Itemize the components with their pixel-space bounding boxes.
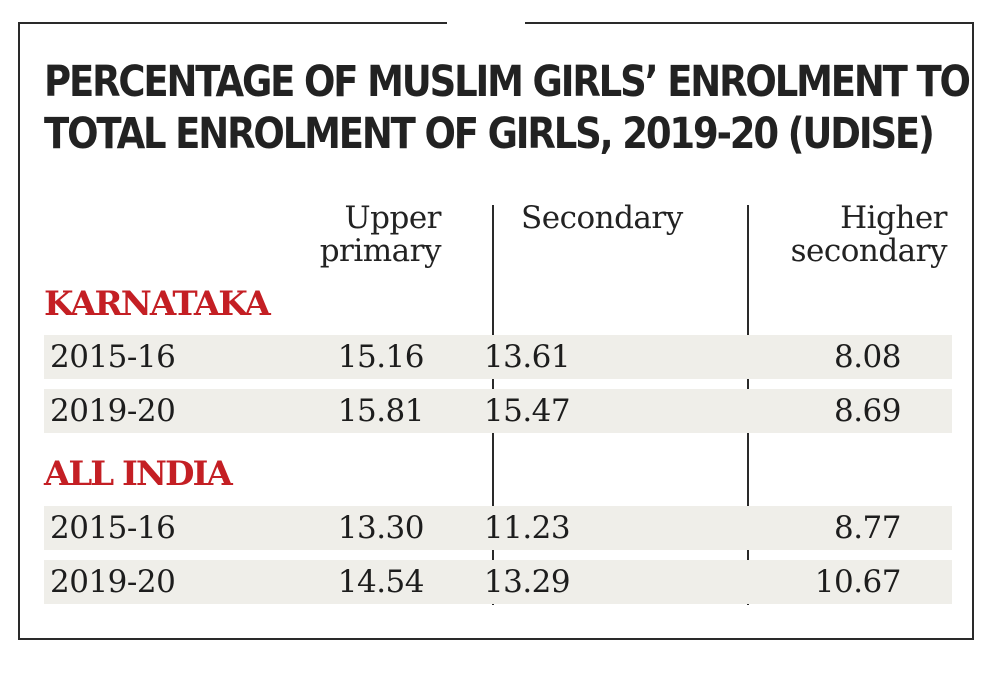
- group-label-all-india: ALL INDIA: [44, 454, 233, 494]
- row-year: 2015-16: [50, 339, 176, 375]
- column-header-line: Secondary: [521, 200, 683, 236]
- value-upper-primary: 13.30: [337, 510, 425, 546]
- column-header-upper-primary: Upper primary: [319, 200, 442, 269]
- column-header-line: Upper: [344, 200, 442, 236]
- frame-gap: [447, 16, 525, 28]
- column-header-line: Higher: [840, 200, 947, 236]
- table-row: 2015-16 15.16 13.61 8.08: [44, 335, 952, 379]
- table-row: 2019-20 14.54 13.29 10.67: [44, 560, 952, 604]
- value-secondary: 15.47: [483, 393, 571, 429]
- value-higher-secondary: 8.77: [833, 510, 902, 546]
- table-row: 2019-20 15.81 15.47 8.69: [44, 389, 952, 433]
- chart-title-line-1: PERCENTAGE OF MUSLIM GIRLS’ ENROLMENT TO: [44, 57, 971, 107]
- value-upper-primary: 15.81: [337, 393, 425, 429]
- value-secondary: 11.23: [483, 510, 571, 546]
- value-secondary: 13.29: [483, 564, 571, 600]
- column-header-secondary: Secondary: [521, 202, 683, 235]
- column-header-line: primary: [319, 233, 442, 269]
- table-row: 2015-16 13.30 11.23 8.77: [44, 506, 952, 550]
- value-higher-secondary: 8.69: [833, 393, 902, 429]
- column-header-higher-secondary: Higher secondary: [790, 200, 948, 269]
- value-upper-primary: 15.16: [337, 339, 425, 375]
- value-upper-primary: 14.54: [337, 564, 425, 600]
- row-year: 2015-16: [50, 510, 176, 546]
- value-secondary: 13.61: [483, 339, 571, 375]
- group-label-karnataka: KARNATAKA: [44, 284, 271, 324]
- value-higher-secondary: 8.08: [833, 339, 902, 375]
- value-higher-secondary: 10.67: [814, 564, 902, 600]
- column-header-line: secondary: [790, 233, 948, 269]
- row-year: 2019-20: [50, 564, 176, 600]
- row-year: 2019-20: [50, 393, 176, 429]
- chart-title: PERCENTAGE OF MUSLIM GIRLS’ ENROLMENT TO…: [44, 56, 971, 160]
- chart-title-line-2: TOTAL ENROLMENT OF GIRLS, 2019-20 (UDISE…: [44, 109, 935, 159]
